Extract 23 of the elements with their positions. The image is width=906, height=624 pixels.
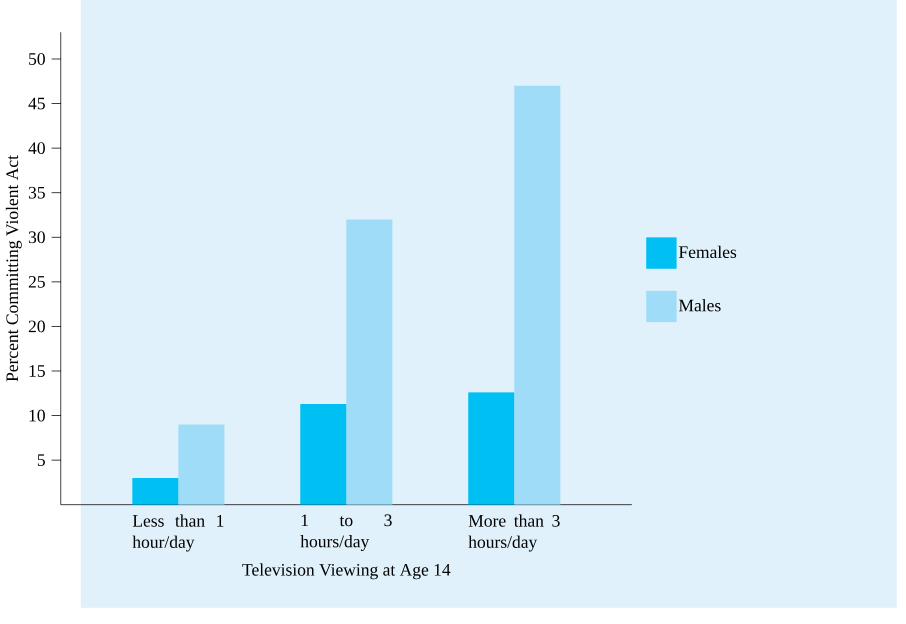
bar xyxy=(346,220,392,505)
x-axis-title: Television Viewing at Age 14 xyxy=(242,564,450,580)
x-tick-label: Less than 1 hour/day xyxy=(132,514,224,552)
y-tick-label: 10 xyxy=(30,410,45,422)
y-tick-label: 25 xyxy=(28,276,45,288)
y-tick-label: 40 xyxy=(28,142,45,154)
y-tick-label: 30 xyxy=(28,232,45,244)
y-tick-label: 50 xyxy=(29,53,45,66)
y-axis-title: Percent Committing Violent Act xyxy=(6,155,22,382)
legend-label: Females xyxy=(678,246,736,258)
bar xyxy=(178,424,224,505)
bar xyxy=(132,478,178,505)
y-tick-label: 35 xyxy=(28,187,45,199)
x-tick-label: More than 3 hours/day xyxy=(468,514,560,552)
bar xyxy=(514,86,560,505)
y-tick-label: 45 xyxy=(28,98,45,110)
bar xyxy=(468,392,514,505)
bar xyxy=(300,404,346,505)
legend-label: Males xyxy=(678,299,721,312)
y-tick-label: 5 xyxy=(38,454,45,466)
y-tick-label: 15 xyxy=(30,365,45,378)
x-tick-label: 1 to 3 hours/day xyxy=(300,514,392,552)
y-tick-label: 20 xyxy=(28,320,45,333)
